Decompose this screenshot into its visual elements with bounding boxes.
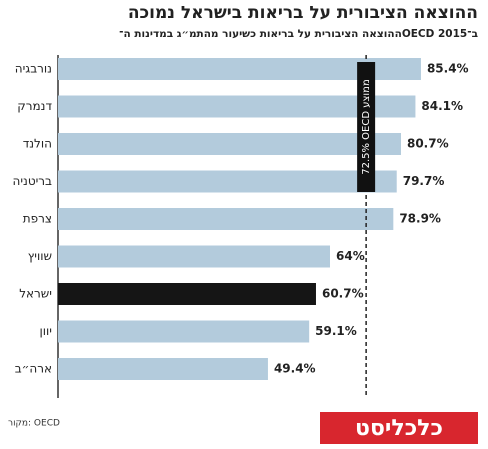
value-label: 80.7% bbox=[407, 137, 449, 151]
logo: כלכליסט bbox=[355, 416, 443, 441]
bar bbox=[58, 58, 421, 80]
bar bbox=[58, 133, 401, 155]
category-label: צרפת bbox=[23, 212, 52, 226]
average-label: 72.5% OECD ממוצע bbox=[361, 79, 372, 175]
chart-subtitle: ההוצאה הציבורית על בריאות כשיעור מהתמ״ג … bbox=[119, 28, 478, 40]
category-label: נורבגיה bbox=[15, 62, 52, 76]
category-label: הולנד bbox=[23, 137, 52, 151]
category-label: שוויץ bbox=[28, 249, 52, 263]
bar bbox=[58, 170, 397, 193]
category-label: יוון bbox=[40, 324, 53, 338]
value-label: 59.1% bbox=[315, 324, 357, 338]
bar bbox=[58, 245, 330, 268]
bar bbox=[58, 208, 394, 230]
chart-title: ההוצאה הציבורית על בריאות בישראל נמוכה bbox=[128, 3, 478, 23]
source: מקור: OECD bbox=[8, 419, 60, 429]
logo-box bbox=[320, 412, 478, 444]
value-label: 49.4% bbox=[274, 362, 316, 376]
value-label: 85.4% bbox=[427, 62, 469, 76]
category-label: בריטניה bbox=[12, 174, 52, 188]
category-label: ארה״ב bbox=[15, 362, 52, 376]
bar bbox=[58, 283, 316, 305]
value-label: 84.1% bbox=[421, 99, 463, 113]
value-label: 60.7% bbox=[322, 287, 364, 301]
category-label: דנמרק bbox=[17, 99, 52, 113]
value-label: 79.7% bbox=[403, 174, 445, 188]
bar bbox=[58, 320, 310, 343]
bar bbox=[58, 358, 268, 380]
bar bbox=[58, 95, 416, 118]
category-label: ישראל bbox=[19, 287, 52, 301]
average-label-box bbox=[357, 62, 376, 192]
value-label: 64% bbox=[336, 249, 365, 263]
value-label: 78.9% bbox=[399, 212, 441, 226]
